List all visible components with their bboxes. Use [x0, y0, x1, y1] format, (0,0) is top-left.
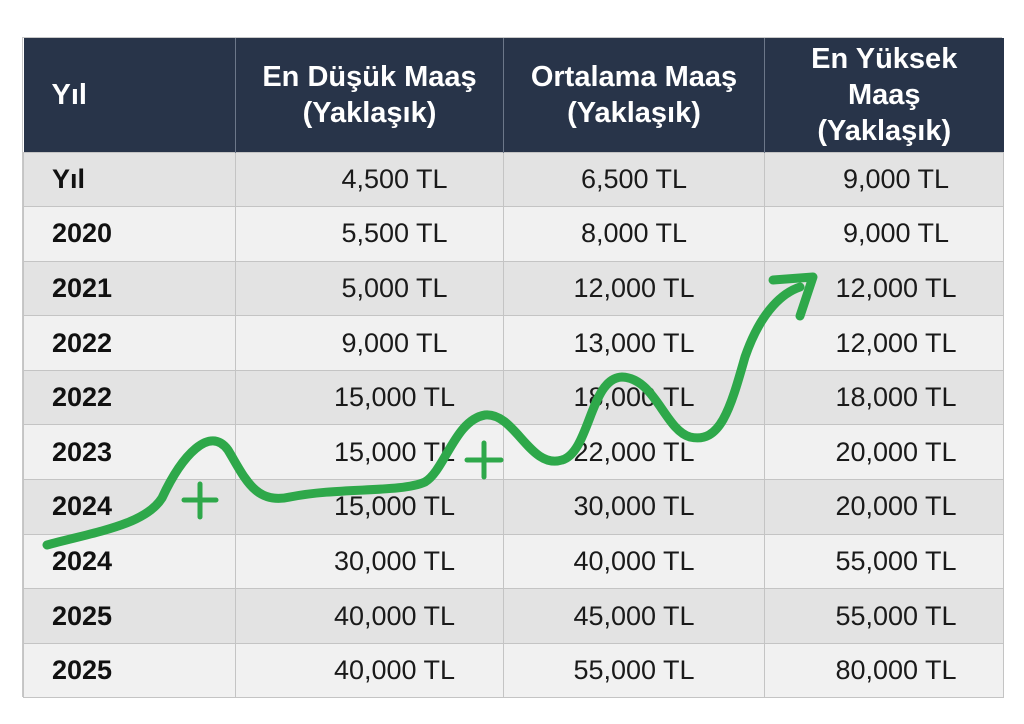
avg-salary-cell: 8,000 TL [503, 206, 765, 262]
avg-salary-cell: 55,000 TL [503, 642, 765, 699]
max-salary-cell: 9,000 TL [764, 206, 1004, 262]
table-row: 2022 9,000 TL 13,000 TL 12,000 TL [23, 315, 1004, 371]
max-salary-cell: 18,000 TL [764, 369, 1004, 426]
max-salary-cell: 55,000 TL [764, 533, 1004, 590]
header-year: Yıl [23, 38, 236, 152]
header-avg-line2: (Yaklaşık) [567, 96, 701, 129]
table-row: 2020 5,500 TL 8,000 TL 9,000 TL [23, 206, 1004, 262]
max-salary-cell: 20,000 TL [764, 479, 1004, 535]
year-cell: 2025 [23, 588, 236, 644]
avg-salary-cell: 18,000 TL [503, 369, 765, 426]
max-salary-cell: 80,000 TL [764, 642, 1004, 699]
salary-table: Yıl En Düşük Maaş (Yaklaşık) Ortalama Maa… [23, 38, 1004, 699]
table-row: 2021 5,000 TL 12,000 TL 12,000 TL [23, 260, 1004, 317]
avg-salary-cell: 45,000 TL [503, 588, 765, 644]
year-cell: 2024 [23, 479, 236, 535]
header-min-line2: (Yaklaşık) [302, 96, 437, 129]
header-min-line1: En Düşük Maaş [262, 60, 477, 93]
min-salary-cell: 15,000 TL [235, 424, 504, 481]
min-salary-cell: 5,500 TL [235, 206, 504, 262]
avg-salary-cell: 40,000 TL [503, 533, 765, 590]
year-cell: 2023 [23, 424, 236, 481]
avg-salary-cell: 13,000 TL [503, 315, 765, 371]
min-salary-cell: 5,000 TL [235, 260, 504, 317]
table-row: 2024 15,000 TL 30,000 TL 20,000 TL [23, 479, 1004, 535]
table-row: Yıl 4,500 TL 6,500 TL 9,000 TL [23, 151, 1004, 208]
salary-table-container: Yıl En Düşük Maaş (Yaklaşık) Ortalama Maa… [22, 37, 1004, 699]
table-row: 2024 30,000 TL 40,000 TL 55,000 TL [23, 533, 1004, 590]
year-cell: 2022 [23, 315, 236, 371]
min-salary-cell: 15,000 TL [235, 369, 504, 426]
max-salary-cell: 20,000 TL [764, 424, 1004, 481]
header-year-label: Yıl [51, 78, 87, 111]
year-cell: 2024 [23, 533, 236, 590]
min-salary-cell: 40,000 TL [235, 642, 504, 699]
year-cell: Yıl [23, 151, 236, 208]
header-avg-line1: Ortalama Maaş [530, 60, 738, 93]
year-cell: 2022 [23, 369, 236, 426]
year-cell: 2020 [23, 206, 236, 262]
avg-salary-cell: 30,000 TL [503, 479, 765, 535]
min-salary-cell: 40,000 TL [235, 588, 504, 644]
table-header-row: Yıl En Düşük Maaş (Yaklaşık) Ortalama Maa… [23, 38, 1004, 152]
header-max-salary: En Yüksek Maaş (Yaklaşık) [764, 38, 1004, 152]
avg-salary-cell: 6,500 TL [503, 151, 765, 208]
year-cell: 2025 [23, 642, 236, 699]
header-min-salary: En Düşük Maaş (Yaklaşık) [235, 38, 504, 152]
min-salary-cell: 9,000 TL [235, 315, 504, 371]
avg-salary-cell: 12,000 TL [503, 260, 765, 317]
year-cell: 2021 [23, 260, 236, 317]
header-max-line1: En Yüksek Maaş [811, 42, 958, 111]
min-salary-cell: 30,000 TL [235, 533, 504, 590]
max-salary-cell: 9,000 TL [764, 151, 1004, 208]
max-salary-cell: 12,000 TL [764, 315, 1004, 371]
max-salary-cell: 55,000 TL [764, 588, 1004, 644]
avg-salary-cell: 22,000 TL [503, 424, 765, 481]
table-row: 2025 40,000 TL 45,000 TL 55,000 TL [23, 588, 1004, 644]
min-salary-cell: 15,000 TL [235, 479, 504, 535]
table-row: 2023 15,000 TL 22,000 TL 20,000 TL [23, 424, 1004, 481]
min-salary-cell: 4,500 TL [235, 151, 504, 208]
table-row: 2025 40,000 TL 55,000 TL 80,000 TL [23, 642, 1004, 699]
header-avg-salary: Ortalama Maaş (Yaklaşık) [503, 38, 765, 152]
max-salary-cell: 12,000 TL [764, 260, 1004, 317]
table-row: 2022 15,000 TL 18,000 TL 18,000 TL [23, 369, 1004, 426]
header-max-line2: (Yaklaşık) [817, 114, 952, 147]
